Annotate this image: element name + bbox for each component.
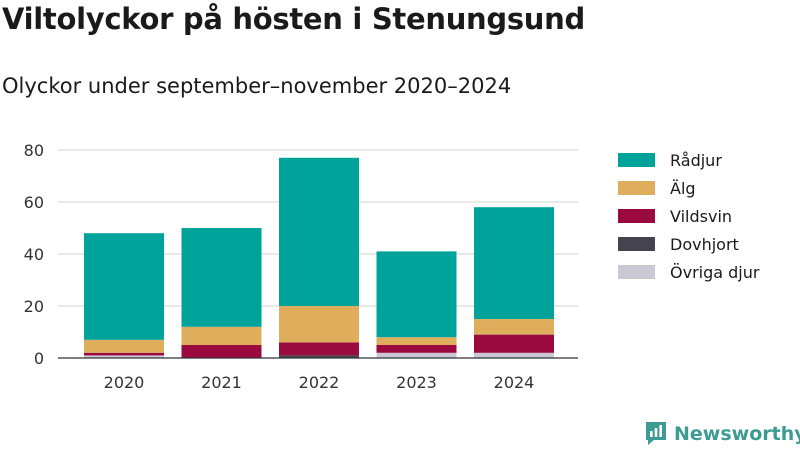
bar-segment [181,228,262,327]
legend-label: Älg [670,178,696,198]
legend-item: Älg [618,174,759,202]
legend-item: Övriga djur [618,258,759,286]
bar-segment [279,157,359,306]
x-tick-label: 2023 [396,373,437,392]
bar-segment [376,352,457,358]
x-tick-label: 2020 [104,373,145,392]
legend-item: Dovhjort [618,230,759,258]
chart-subtitle: Olyckor under september–november 2020–20… [2,74,512,98]
y-tick-labels: 0 20 40 60 80 [24,141,44,368]
legend-swatch [618,265,655,279]
legend-label: Vildsvin [670,206,733,226]
legend-swatch [618,181,655,195]
bar-segment [279,355,359,358]
bar-segment [376,337,457,345]
legend-swatch [618,237,655,251]
chart-title: Viltolyckor på hösten i Stenungsund [2,2,585,36]
x-tick-label: 2021 [201,373,242,392]
y-tick-label: 80 [24,141,44,160]
brand-logo: Newsworthy [644,420,800,447]
bar-segment [474,334,554,353]
legend-swatch [618,153,655,167]
bar-segment [474,207,554,319]
y-tick-label: 0 [34,349,44,368]
bar-segment [279,306,359,343]
bar-segment [84,352,164,356]
bar-segment [84,339,164,353]
bar-segment [376,345,457,353]
legend-item: Rådjur [618,146,759,174]
bar-segment [279,342,359,356]
legend-swatch [618,209,655,223]
y-tick-label: 60 [24,193,44,212]
bars [84,157,554,358]
bar-segment [376,251,457,338]
newsworthy-logo-icon [646,422,666,445]
bar-segment [181,345,262,358]
x-tick-labels: 2020 2021 2022 2023 2024 [104,373,535,392]
bar-segment [84,233,164,340]
legend-label: Övriga djur [670,262,760,282]
legend-item: Vildsvin [618,202,759,230]
legend-label: Rådjur [670,150,722,170]
y-tick-label: 40 [24,245,44,264]
bar-segment [474,319,554,335]
legend: Rådjur Älg Vildsvin Dovhjort Övriga djur [618,146,759,286]
brand-name: Newsworthy [674,422,800,445]
legend-label: Dovhjort [670,234,739,254]
x-tick-label: 2022 [299,373,340,392]
bar-segment [181,326,262,345]
y-tick-label: 20 [24,297,44,316]
bar-segment [84,355,164,358]
x-tick-label: 2024 [494,373,535,392]
bar-segment [474,352,554,358]
